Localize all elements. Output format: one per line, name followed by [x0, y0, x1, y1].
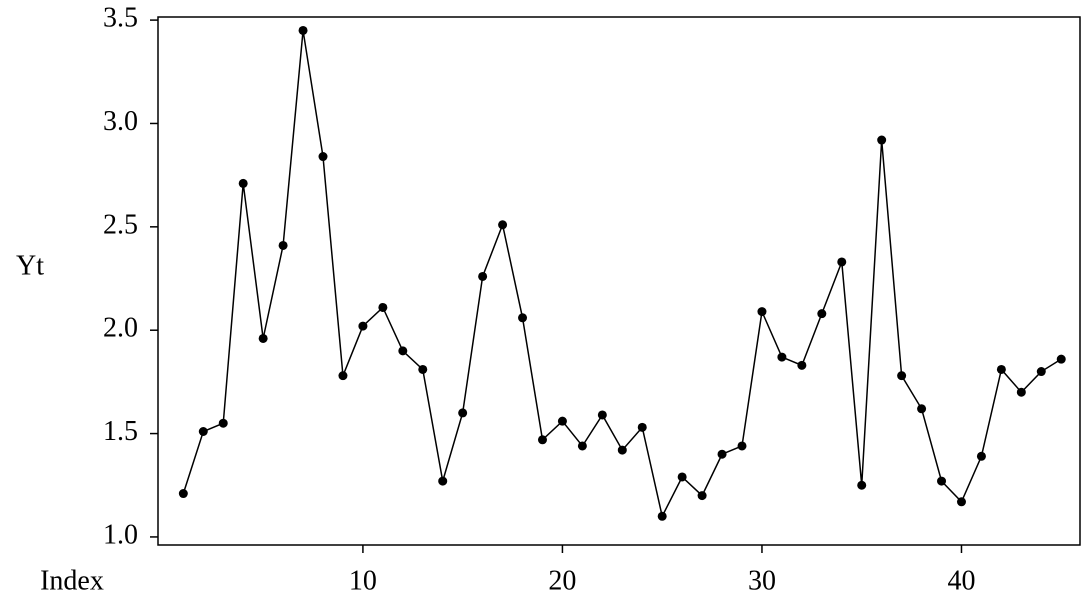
data-point — [977, 452, 986, 461]
data-point — [418, 365, 427, 374]
data-point — [259, 334, 268, 343]
data-point — [378, 303, 387, 312]
data-point — [1037, 367, 1046, 376]
x-tick-label: 40 — [947, 565, 975, 596]
data-point — [319, 152, 328, 161]
data-point — [897, 371, 906, 380]
data-point — [598, 410, 607, 419]
y-tick-label: 3.0 — [103, 106, 138, 137]
data-point — [638, 423, 647, 432]
data-point — [698, 491, 707, 500]
y-tick-label: 3.5 — [103, 3, 138, 34]
data-point — [678, 472, 687, 481]
data-point — [518, 313, 527, 322]
x-axis-label: Index — [40, 565, 104, 596]
data-point — [558, 417, 567, 426]
data-point — [458, 408, 467, 417]
data-point — [538, 435, 547, 444]
data-point — [358, 322, 367, 331]
data-point — [219, 419, 228, 428]
data-point — [757, 307, 766, 316]
data-point — [877, 136, 886, 145]
data-point — [917, 404, 926, 413]
data-point — [578, 441, 587, 450]
data-point — [478, 272, 487, 281]
data-point — [797, 361, 806, 370]
data-point — [738, 441, 747, 450]
x-tick-label: 20 — [548, 565, 576, 596]
data-point — [937, 477, 946, 486]
data-point — [957, 497, 966, 506]
data-point — [1017, 388, 1026, 397]
data-point — [718, 450, 727, 459]
y-tick-label: 1.0 — [103, 519, 138, 550]
x-tick-label: 30 — [748, 565, 776, 596]
data-point — [618, 446, 627, 455]
data-point — [658, 512, 667, 521]
data-point — [1057, 355, 1066, 364]
data-point — [817, 309, 826, 318]
series-line — [183, 30, 1061, 516]
data-point — [438, 477, 447, 486]
y-axis-label: Yt — [16, 250, 44, 281]
data-point — [179, 489, 188, 498]
chart: Yt Index 1.0 1.5 2.0 2.5 3.0 3.5 10 20 30 40 — [0, 0, 1083, 609]
page: Yt Index 1.01.52.02.53.03.510203040 (() … — [0, 0, 1083, 609]
data-point — [398, 346, 407, 355]
data-point — [239, 179, 248, 188]
data-point — [857, 481, 866, 490]
data-point — [199, 427, 208, 436]
y-tick-label: 2.0 — [103, 313, 138, 344]
data-point — [997, 365, 1006, 374]
data-point — [299, 26, 308, 35]
y-tick-label: 2.5 — [103, 209, 138, 240]
data-point — [498, 220, 507, 229]
data-point — [837, 257, 846, 266]
x-tick-label: 10 — [349, 565, 377, 596]
data-point — [279, 241, 288, 250]
data-point — [777, 353, 786, 362]
data-point — [338, 371, 347, 380]
y-tick-label: 1.5 — [103, 416, 138, 447]
